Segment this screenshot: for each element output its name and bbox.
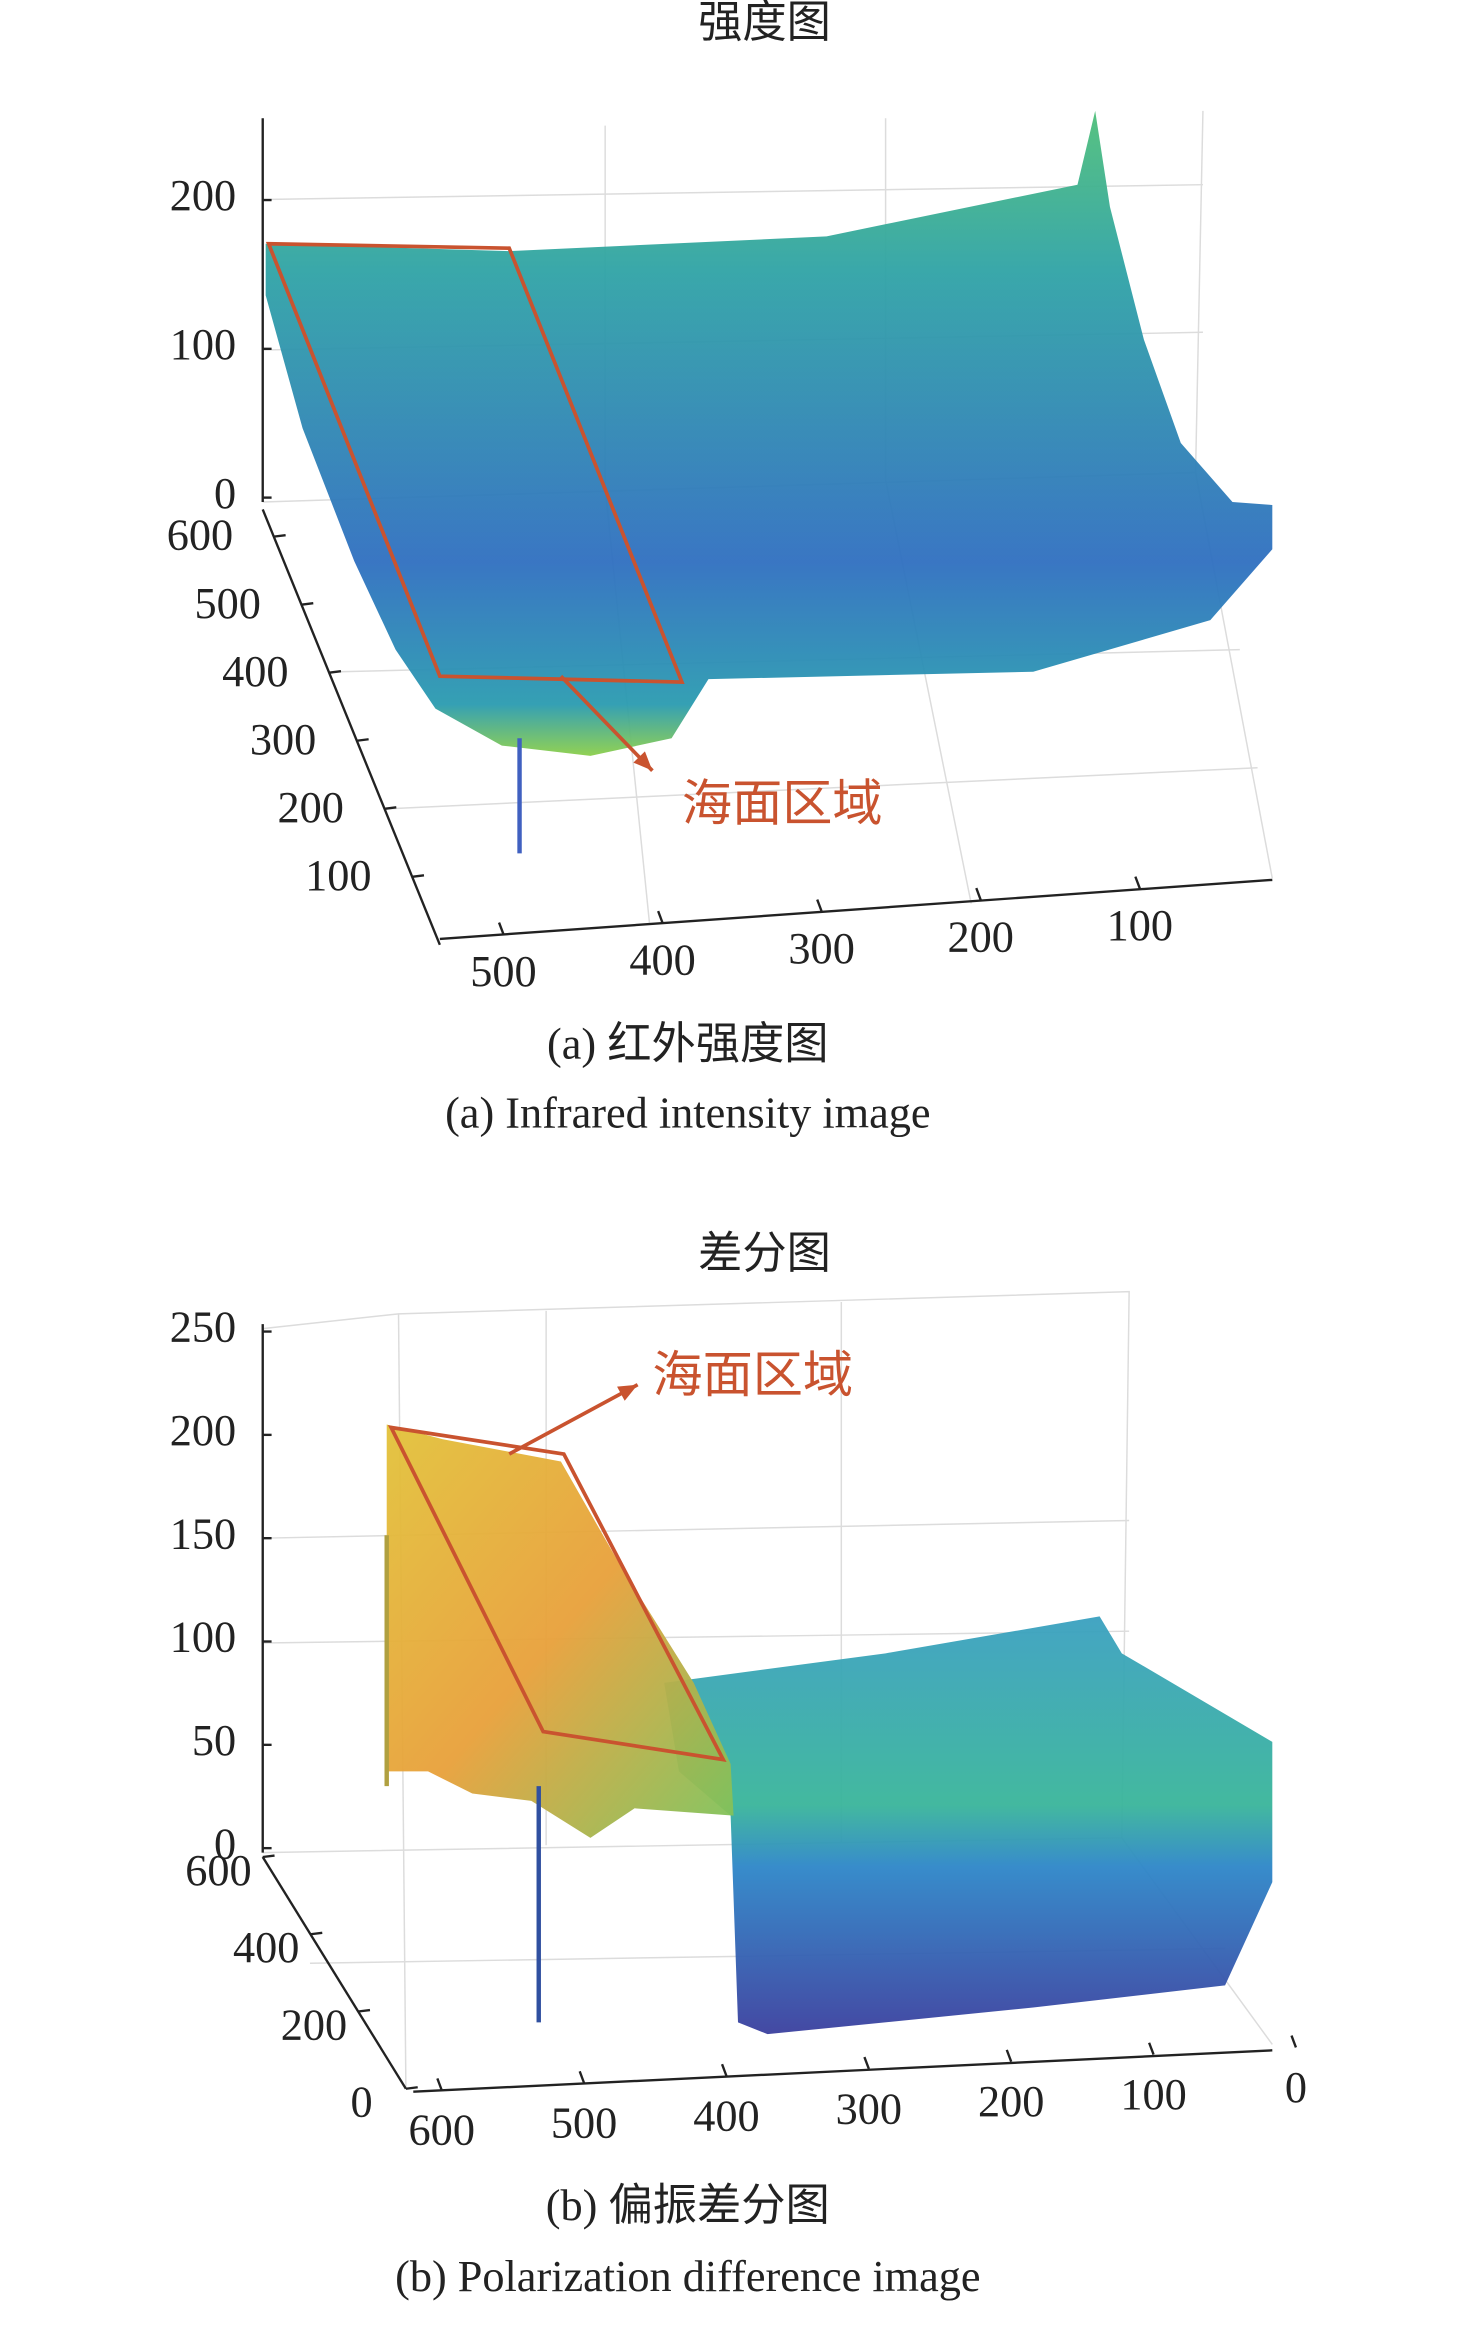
z-tick-label: 0: [214, 469, 236, 518]
y-tick-label: 500: [194, 579, 260, 628]
region-box: [265, 241, 685, 685]
x-tick: [816, 899, 823, 912]
caption: (a) 红外强度图: [547, 1019, 829, 1068]
x-tick-label: 0: [1285, 2063, 1307, 2112]
y-tick-label: 200: [277, 783, 343, 832]
x-tick: [657, 910, 664, 924]
x-tick-label: 100: [1107, 901, 1173, 950]
x-tick-label: 400: [693, 2091, 759, 2140]
x-tick-label: 200: [948, 912, 1014, 961]
x-tick-label: 500: [470, 947, 536, 996]
y-tick: [356, 738, 369, 742]
y-tick-label: 100: [305, 851, 371, 900]
surface: [265, 110, 1273, 756]
y-tick-label: 600: [185, 1846, 251, 1895]
x-tick-label: 500: [551, 2099, 617, 2148]
y-tick-label: 200: [281, 2000, 347, 2049]
x-tick-label: 400: [629, 935, 695, 984]
x-tick-label: 300: [788, 924, 854, 973]
y-tick: [301, 602, 314, 606]
x-tick: [975, 887, 982, 901]
z-tick-label: 200: [170, 1406, 236, 1455]
region-box: [387, 1425, 727, 1762]
z-tick-label: 150: [170, 1509, 236, 1558]
z-tick-label: 250: [170, 1303, 236, 1352]
y-axis: [261, 508, 441, 946]
y-tick-label: 0: [351, 2078, 373, 2127]
surface: [386, 1424, 734, 1838]
x-tick: [1134, 876, 1141, 889]
arrow-head: [633, 751, 653, 771]
caption: (b) Polarization difference image: [395, 2252, 980, 2301]
x-tick-label: 300: [836, 2084, 902, 2133]
y-tick-label: 400: [233, 1923, 299, 1972]
x-tick: [1005, 2049, 1013, 2063]
y-tick: [262, 1854, 275, 1859]
y-axis: [261, 1856, 407, 2090]
y-tick-label: 300: [250, 715, 316, 764]
x-axis: [413, 2049, 1273, 2093]
z-tick-label: 100: [170, 320, 236, 369]
chart-title: 差分图: [698, 1229, 831, 1278]
y-tick: [384, 806, 397, 810]
y-tick: [412, 874, 425, 878]
y-tick: [329, 670, 342, 674]
x-axis: [439, 878, 1273, 941]
x-tick: [578, 2070, 586, 2084]
z-tick-label: 0: [214, 1819, 236, 1868]
x-tick: [436, 2078, 443, 2091]
x-tick-label: 100: [1120, 2070, 1186, 2119]
z-tick-label: 200: [170, 171, 236, 220]
chart-title: 强度图: [698, 0, 831, 47]
y-tick: [273, 533, 286, 538]
caption: (b) 偏振差分图: [546, 2181, 830, 2230]
caption: (a) Infrared intensity image: [445, 1089, 930, 1138]
surface: [664, 1616, 1273, 2035]
annotation: 海面区域: [682, 776, 883, 832]
x-tick: [863, 2056, 870, 2070]
y-tick: [405, 2086, 418, 2090]
x-tick: [720, 2063, 728, 2077]
annotation-arrow: [508, 1383, 639, 1456]
x-tick-label: 600: [409, 2106, 475, 2155]
x-tick: [1148, 2042, 1155, 2055]
annotation: 海面区域: [652, 1347, 853, 1403]
y-tick: [310, 1931, 323, 1936]
x-tick: [1290, 2035, 1298, 2048]
y-tick-label: 600: [167, 511, 233, 560]
z-tick-label: 50: [192, 1716, 236, 1765]
x-tick-label: 200: [978, 2077, 1044, 2126]
y-tick-label: 400: [222, 647, 288, 696]
arrow-head: [617, 1384, 638, 1401]
x-tick: [497, 922, 505, 935]
annotation-arrow: [559, 674, 654, 772]
z-tick-label: 100: [170, 1613, 236, 1662]
y-tick: [358, 2008, 371, 2013]
